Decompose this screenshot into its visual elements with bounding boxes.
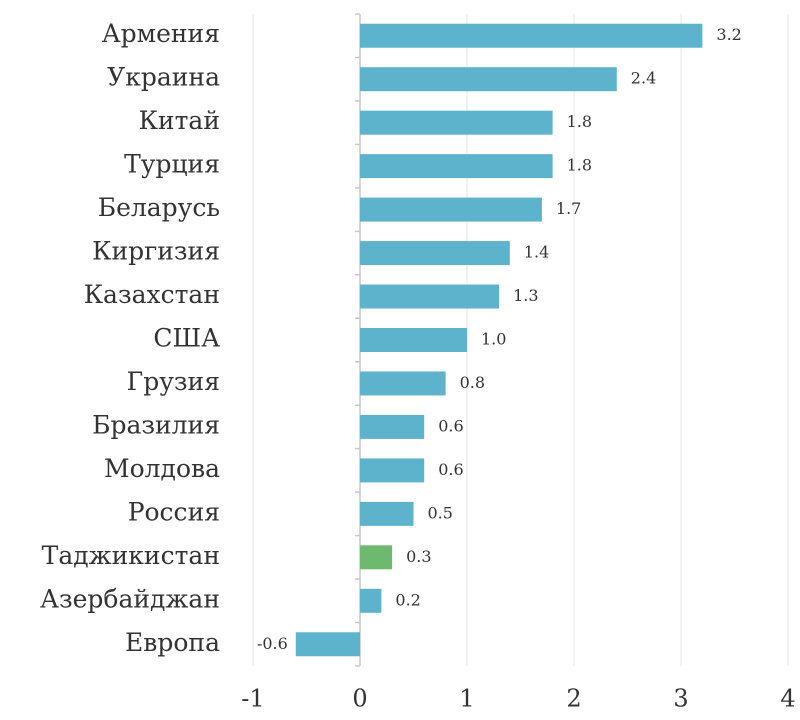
- bar: [360, 197, 542, 222]
- value-label: -0.6: [257, 634, 288, 653]
- bar: [360, 458, 425, 483]
- bar: [360, 414, 425, 439]
- y-tick-label: Беларусь: [98, 193, 220, 222]
- x-tick-label: 0: [352, 685, 367, 713]
- value-label: 0.2: [395, 590, 420, 609]
- y-tick-label: Украина: [107, 63, 220, 92]
- bar: [360, 241, 510, 266]
- bar: [360, 328, 467, 352]
- x-tick-label: 4: [780, 685, 795, 713]
- y-tick-label: Бразилия: [92, 410, 220, 439]
- value-label: 1.8: [567, 156, 592, 175]
- y-tick-label: Европа: [125, 628, 220, 657]
- bar: [360, 154, 553, 179]
- value-label: 1.7: [556, 199, 581, 218]
- bar: [295, 632, 360, 657]
- value-label: 1.0: [481, 330, 506, 349]
- y-tick-label: Киргизия: [92, 237, 220, 266]
- value-label: 2.4: [631, 69, 656, 88]
- y-tick-label: Азербайджан: [40, 584, 220, 613]
- bar: [360, 23, 703, 48]
- y-tick-label: Молдова: [104, 454, 220, 483]
- x-tick-label: 1: [459, 685, 474, 713]
- x-tick-label: 2: [566, 685, 581, 713]
- y-tick-label: Армения: [102, 19, 220, 48]
- x-tick-label: -1: [241, 685, 264, 713]
- y-tick-label: Китай: [139, 106, 220, 135]
- value-label: 1.3: [513, 286, 538, 305]
- bar: [360, 110, 553, 135]
- bar: [360, 284, 500, 309]
- bar: [360, 501, 414, 526]
- y-tick-label: Казахстан: [84, 280, 220, 309]
- bar: [360, 588, 382, 613]
- value-label: 0.6: [438, 460, 463, 479]
- value-label: 0.5: [428, 503, 453, 522]
- y-tick-label: США: [153, 324, 220, 353]
- value-label: 0.6: [438, 416, 463, 435]
- bar: [360, 545, 393, 570]
- bar: [360, 67, 617, 92]
- x-tick-label: 3: [673, 685, 688, 713]
- value-label: 0.3: [406, 547, 431, 566]
- bar: [360, 371, 446, 396]
- value-label: 1.8: [567, 112, 592, 131]
- value-label: 0.8: [460, 373, 485, 392]
- y-tick-label: Таджикистан: [42, 541, 220, 570]
- value-label: 1.4: [524, 243, 549, 262]
- value-label: 3.2: [716, 25, 741, 44]
- y-tick-label: Турция: [124, 150, 220, 179]
- y-tick-label: Грузия: [127, 367, 220, 396]
- y-tick-label: Россия: [128, 497, 220, 526]
